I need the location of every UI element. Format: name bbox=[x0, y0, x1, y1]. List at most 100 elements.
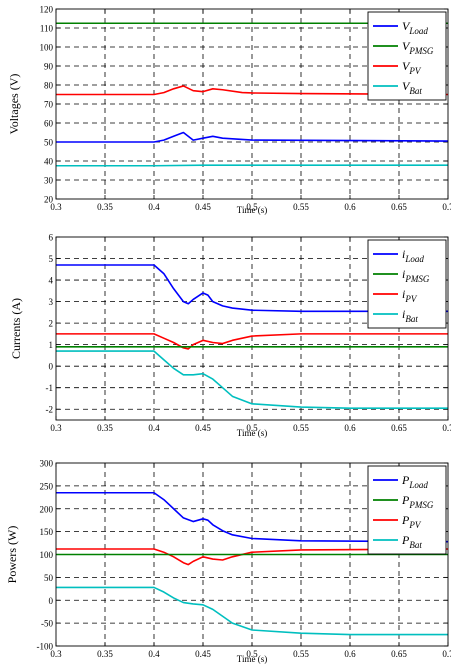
x-axis-label: Time (s) bbox=[237, 428, 267, 438]
x-tick-label: 0.7 bbox=[442, 649, 451, 659]
x-tick-label: 0.3 bbox=[50, 423, 62, 433]
y-tick-label: 250 bbox=[40, 481, 54, 491]
plot-frame bbox=[55, 462, 449, 647]
series-line-1 bbox=[56, 491, 448, 543]
y-axis-label: Currents (A) bbox=[9, 298, 23, 359]
legend-entry: iPMSG bbox=[402, 267, 430, 284]
series-line-4 bbox=[56, 586, 448, 636]
y-tick-label: 6 bbox=[49, 233, 54, 243]
x-tick-label: 0.7 bbox=[442, 202, 451, 212]
y-tick-label: 100 bbox=[40, 550, 54, 560]
chart-panel-2: 0.3 0.35 0.4 0.45 0.5 0.55 0.6 0.65 0.7 -2 -1 0 1 2 3 4… bbox=[9, 233, 451, 439]
x-tick-label: 0.3 bbox=[50, 649, 62, 659]
y-tick-label: -2 bbox=[46, 405, 54, 415]
legend-subscript: PV bbox=[408, 520, 421, 530]
x-tick-label: 0.55 bbox=[293, 202, 309, 212]
x-tick-label: 0.5 bbox=[246, 649, 258, 659]
legend-entry: VLoad bbox=[402, 19, 428, 36]
x-tick-label: 0.55 bbox=[293, 423, 309, 433]
legend-subscript: Load bbox=[408, 480, 428, 490]
y-tick-label: 50 bbox=[44, 573, 54, 583]
y-tick-label: 0 bbox=[49, 362, 54, 372]
legend-symbol: P bbox=[401, 473, 410, 487]
legend-entry: VPV bbox=[402, 59, 422, 76]
x-tick-label: 0.6 bbox=[344, 649, 356, 659]
series-line-4 bbox=[56, 164, 448, 167]
x-tick-label: 0.3 bbox=[50, 202, 62, 212]
legend-subscript: PV bbox=[404, 294, 417, 304]
y-tick-label: 2 bbox=[49, 319, 54, 329]
y-tick-label: 90 bbox=[44, 62, 54, 72]
legend-entry: VPMSG bbox=[402, 39, 434, 56]
y-tick-label: -1 bbox=[46, 383, 54, 393]
x-tick-label: 0.6 bbox=[344, 423, 356, 433]
y-tick-label: -50 bbox=[41, 619, 53, 629]
legend-entry: VBat bbox=[402, 79, 422, 96]
x-tick-label: 0.45 bbox=[195, 202, 211, 212]
legend-symbol: V bbox=[402, 79, 411, 93]
plot-frame bbox=[55, 8, 449, 200]
legend-entry: iPV bbox=[402, 287, 418, 304]
x-tick-label: 0.4 bbox=[148, 423, 160, 433]
legend-subscript: PMSG bbox=[408, 500, 433, 510]
y-tick-label: 60 bbox=[44, 119, 54, 129]
legend-subscript: Load bbox=[404, 254, 424, 264]
legend-symbol: P bbox=[401, 513, 410, 527]
legend-subscript: PMSG bbox=[408, 46, 433, 56]
legend-entry: PPV bbox=[401, 513, 422, 530]
series-line-4 bbox=[56, 350, 448, 409]
legend-subscript: Bat bbox=[405, 314, 418, 324]
x-axis-label: Time (s) bbox=[237, 205, 267, 215]
series-line-3 bbox=[56, 131, 448, 143]
y-tick-label: 120 bbox=[40, 5, 54, 15]
series-line-1 bbox=[56, 264, 448, 313]
x-tick-label: 0.4 bbox=[148, 649, 160, 659]
series-line-2 bbox=[56, 548, 448, 566]
legend-symbol: V bbox=[402, 59, 411, 73]
plot-frame bbox=[55, 236, 449, 421]
legend-subscript: Load bbox=[408, 26, 428, 36]
x-tick-label: 0.55 bbox=[293, 649, 309, 659]
legend-subscript: PV bbox=[408, 66, 421, 76]
legend-entry: PPMSG bbox=[401, 493, 434, 510]
legend-subscript: PMSG bbox=[404, 274, 429, 284]
y-tick-label: 40 bbox=[44, 157, 54, 167]
y-tick-label: 50 bbox=[44, 138, 54, 148]
x-tick-label: 0.65 bbox=[391, 649, 407, 659]
x-tick-label: 0.65 bbox=[391, 202, 407, 212]
x-tick-label: 0.5 bbox=[246, 202, 258, 212]
y-tick-label: 1 bbox=[49, 340, 54, 350]
x-tick-label: 0.35 bbox=[97, 649, 113, 659]
y-tick-label: 150 bbox=[40, 527, 54, 537]
x-axis-label: Time (s) bbox=[237, 654, 267, 664]
legend-entry: PLoad bbox=[401, 473, 428, 490]
y-tick-label: 5 bbox=[49, 254, 54, 264]
series-line-2 bbox=[56, 333, 448, 350]
chart-panel-1: 0.3 0.35 0.4 0.45 0.5 0.55 0.6 0.65 0.7 20 30 40 50 6… bbox=[7, 5, 451, 216]
x-tick-label: 0.65 bbox=[391, 423, 407, 433]
legend-symbol: i bbox=[402, 267, 405, 281]
legend-symbol: i bbox=[402, 287, 405, 301]
y-tick-label: 80 bbox=[44, 81, 54, 91]
legend-symbol: V bbox=[402, 19, 411, 33]
legend-symbol: i bbox=[402, 307, 405, 321]
x-tick-label: 0.4 bbox=[148, 202, 160, 212]
y-tick-label: 110 bbox=[40, 24, 54, 34]
legend-entry: PBat bbox=[401, 533, 422, 550]
chart-panel-3: 0.3 0.35 0.4 0.45 0.5 0.55 0.6 0.65 0.7 -100 -50 0 5… bbox=[5, 459, 451, 665]
legend-entry: iLoad bbox=[402, 247, 424, 264]
x-tick-label: 0.45 bbox=[195, 649, 211, 659]
x-tick-label: 0.5 bbox=[246, 423, 258, 433]
y-tick-label: 4 bbox=[49, 276, 54, 286]
series-line-2 bbox=[56, 85, 448, 96]
y-tick-label: 200 bbox=[40, 504, 54, 514]
x-tick-label: 0.6 bbox=[344, 202, 356, 212]
x-tick-label: 0.35 bbox=[97, 202, 113, 212]
legend-symbol: i bbox=[402, 247, 405, 261]
y-tick-label: 3 bbox=[49, 297, 54, 307]
legend-subscript: Bat bbox=[409, 540, 422, 550]
